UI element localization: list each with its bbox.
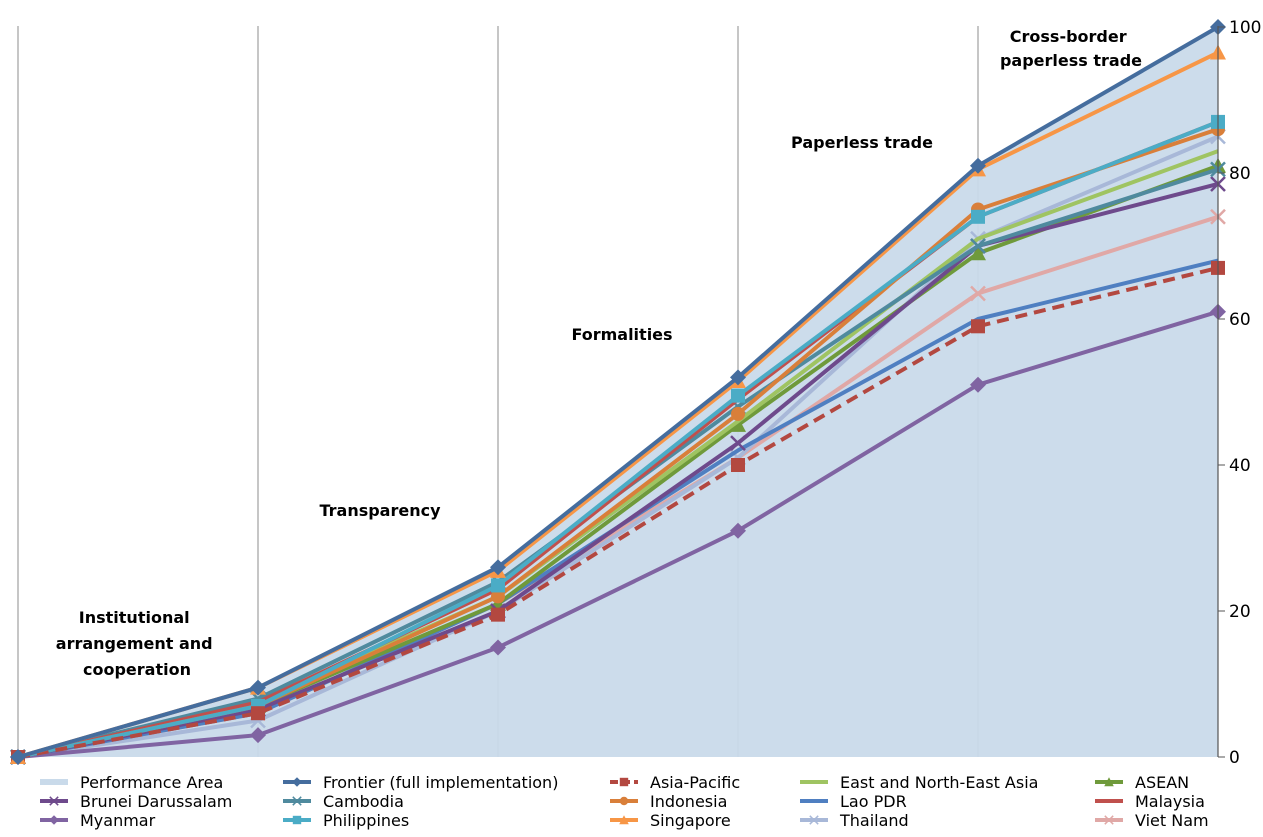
legend-item-east-and-north-east-asia: East and North-East Asia [800,773,1038,792]
line-myanmar [17,309,1219,759]
y-tick-label-0: 0 [1229,748,1240,768]
legend-label-philippines: Philippines [323,811,409,830]
performance-area [18,27,1218,757]
series-lines [10,19,1226,765]
stage-label-transparency: Transparency [319,501,441,520]
legend-item-performance-area: Performance Area [40,773,223,792]
line-thailand [17,134,1219,759]
stage-label-institutional: Institutional arrangement and cooperatio… [56,608,218,679]
stage-label-paperless: Paperless trade [791,133,933,152]
legend-marker-asia-pacific [619,777,629,787]
legend-label-myanmar: Myanmar [80,811,156,830]
legend-item-asean: ASEAN [1095,773,1189,792]
point-frontier-full-implementation-1 [250,679,266,696]
point-frontier-full-implementation-4 [970,157,986,174]
legend-marker-cambodia [292,796,302,806]
point-myanmar-1 [250,727,266,744]
legend: Performance Area Frontier (full implement… [40,773,1209,830]
point-viet-nam-4 [970,285,986,302]
point-philippines-4 [971,209,985,224]
legend-item-lao-pdr: Lao PDR [800,792,907,811]
stage-label-institutional-line3: cooperation [83,660,191,679]
legend-label-viet-nam: Viet Nam [1135,811,1209,830]
legend-item-malaysia: Malaysia [1095,792,1205,811]
legend-item-thailand: Thailand [800,811,909,830]
legend-item-frontier-full-implementation: Frontier (full implementation) [283,773,558,792]
point-brunei-darussalam-3 [730,435,746,451]
legend-label-brunei-darussalam: Brunei Darussalam [80,792,232,811]
y-tick-label-100: 100 [1229,18,1261,38]
stage-label-formalities: Formalities [571,325,672,344]
legend-item-viet-nam: Viet Nam [1095,811,1209,830]
point-indonesia-2 [491,589,505,604]
legend-label-cambodia: Cambodia [323,792,404,811]
legend-label-malaysia: Malaysia [1135,792,1205,811]
point-frontier-full-implementation-2 [490,559,506,576]
y-tick-label-40: 40 [1229,456,1251,476]
legend-marker-singapore [619,815,629,825]
legend-label-performance-area: Performance Area [80,773,223,792]
legend-label-singapore: Singapore [650,811,731,830]
legend-item-indonesia: Indonesia [610,792,727,811]
line-frontier-full-implementation [17,25,1220,759]
line-brunei-darussalam [17,182,1219,759]
legend-marker-frontier-full-implementation [292,777,302,787]
legend-label-asean: ASEAN [1135,773,1189,792]
legend-marker-viet-nam [1104,815,1114,825]
point-asia-pacific-2 [491,607,505,622]
legend-item-myanmar: Myanmar [40,811,156,830]
point-asean-3 [730,416,746,432]
y-tick-label-80: 80 [1229,164,1251,184]
legend-label-thailand: Thailand [839,811,909,830]
legend-label-indonesia: Indonesia [650,792,727,811]
series-frontier-full-implementation [10,19,1226,765]
legend-marker-asean [1104,777,1114,787]
point-asean-4 [970,245,986,261]
point-asia-pacific-1 [251,706,265,721]
stage-label-cross-border: Cross-border paperless trade [1000,27,1142,70]
legend-marker-thailand [809,815,819,825]
stage-label-cross-border-line1: Cross-border [1010,27,1127,46]
point-indonesia-3 [731,406,745,421]
point-philippines-2 [491,578,505,593]
line-asia-pacific [17,265,1219,759]
line-philippines [17,120,1219,759]
performance-area-fill [18,27,1218,757]
point-asia-pacific-4 [971,319,985,334]
legend-item-brunei-darussalam: Brunei Darussalam [40,792,232,811]
legend-item-philippines: Philippines [283,811,409,830]
stage-label-cross-border-line2: paperless trade [1000,51,1142,70]
legend-marker-myanmar [49,815,59,825]
legend-label-asia-pacific: Asia-Pacific [650,773,740,792]
point-myanmar-3 [730,522,746,539]
point-frontier-full-implementation-0 [10,749,26,765]
y-axis: 0 20 40 60 80 100 [1217,18,1261,768]
legend-item-cambodia: Cambodia [283,792,404,811]
point-myanmar-2 [490,639,506,656]
legend-label-lao-pdr: Lao PDR [840,792,907,811]
legend-marker-philippines [292,815,302,825]
y-tick-label-60: 60 [1229,310,1251,330]
legend-label-east-and-north-east-asia: East and North-East Asia [840,773,1038,792]
point-myanmar-4 [970,376,986,393]
stage-label-institutional-line1: Institutional [79,608,190,627]
point-asia-pacific-3 [731,458,745,472]
point-philippines-3 [731,388,745,403]
legend-marker-indonesia [619,796,629,806]
point-frontier-full-implementation-3 [730,369,746,386]
legend-item-asia-pacific: Asia-Pacific [610,773,740,792]
stage-label-institutional-line2: arrangement and [56,634,213,653]
legend-marker-brunei-darussalam [49,796,59,806]
point-cambodia-4 [970,238,986,254]
legend-label-frontier-full-implementation: Frontier (full implementation) [323,773,558,792]
legend-item-singapore: Singapore [610,811,731,830]
y-tick-label-20: 20 [1229,602,1251,622]
